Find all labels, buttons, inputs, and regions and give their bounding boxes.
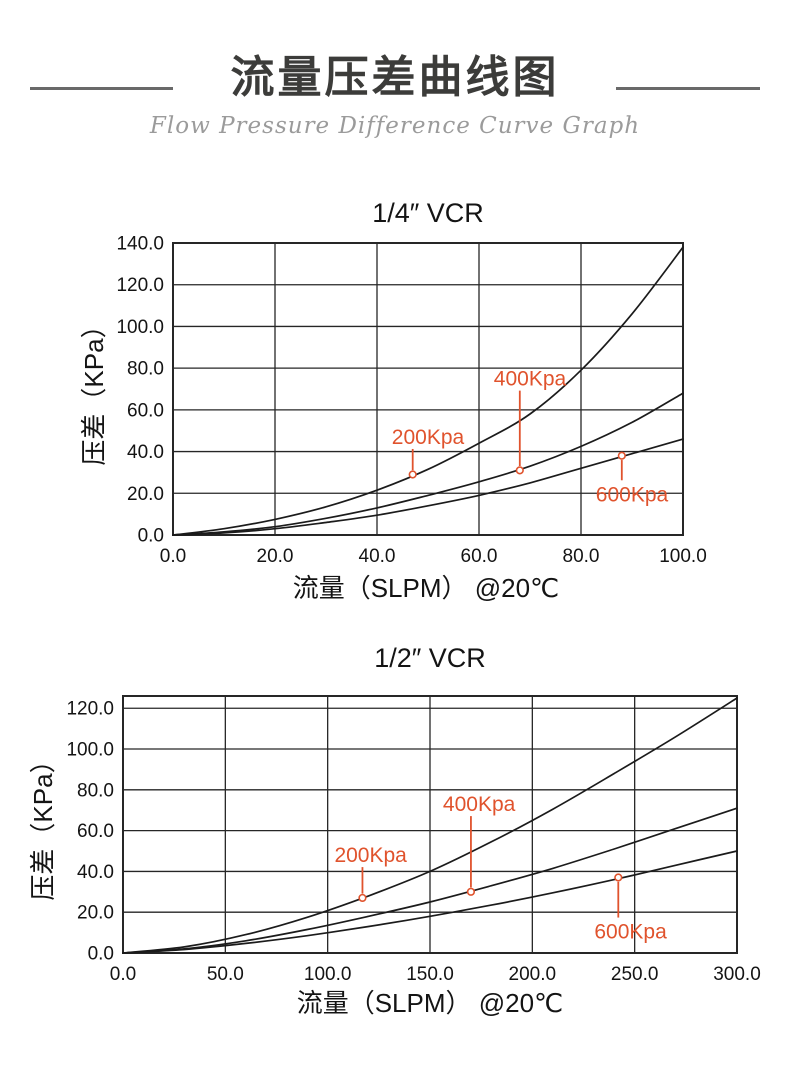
x-tick-label: 0.0 [110,964,136,985]
y-tick-label: 120.0 [116,275,164,296]
y-tick-label: 120.0 [66,699,114,720]
y-tick-label: 60.0 [77,821,114,842]
gridlines [123,696,737,953]
annotation-marker [358,893,367,903]
y-tick-label: 40.0 [127,442,164,463]
x-axis-label: 流量（SLPM） @20℃ [297,988,564,1018]
x-tick-label: 300.0 [713,964,761,985]
x-tick-label: 40.0 [359,546,396,567]
page-title: 流量压差曲线图 [230,53,560,102]
title-rule-left [30,87,173,90]
curve-400Kpa [122,807,738,954]
y-tick-label: 0.0 [138,526,164,547]
chart-title: 1/2″ VCR [374,643,486,673]
y-axis-label: 压差（KPa） [79,312,109,465]
y-tick-label: 20.0 [77,903,114,924]
chart-half-vcr: 0.0 20.0 40.0 60.0 80.0 100.0 120.0 0.0 50.0 100.… [28,643,761,1018]
y-tick-label: 40.0 [77,862,114,883]
annotation-label: 600Kpa [596,483,669,506]
x-tick-label: 100.0 [304,964,352,985]
annotation-marker [515,466,524,475]
x-tick-label: 80.0 [563,546,600,567]
y-tick-label: 140.0 [116,234,164,255]
x-tick-label: 250.0 [611,964,659,985]
y-axis-label: 压差（KPa） [28,747,58,900]
title-rule-right [616,87,760,90]
x-tick-label: 150.0 [406,964,454,985]
curve-600Kpa [172,438,684,536]
plot-border [122,695,738,954]
curve-400Kpa [172,392,684,536]
y-tick-label: 100.0 [116,317,164,338]
y-tick-label: 0.0 [88,944,114,965]
x-tick-label: 200.0 [509,964,557,985]
curve-200Kpa [172,246,684,536]
y-tick-label: 80.0 [77,780,114,801]
x-tick-label: 20.0 [257,546,294,567]
x-tick-label: 50.0 [207,964,244,985]
annotation-label: 400Kpa [443,793,516,816]
chart-title: 1/4″ VCR [372,198,484,228]
annotation-600Kpa: 600Kpa [594,873,667,944]
y-tick-label: 60.0 [127,400,164,421]
x-tick-label: 100.0 [659,546,707,567]
x-tick-label: 60.0 [461,546,498,567]
page-subtitle: Flow Pressure Difference Curve Graph [149,113,641,139]
y-tick-label: 80.0 [127,359,164,380]
annotation-marker [614,873,623,882]
annotation-600Kpa: 600Kpa [596,451,669,506]
chart-quarter-vcr: 0.0 20.0 40.0 60.0 80.0 100.0 120.0 140.0 0.0 20.… [79,198,707,603]
curve-600Kpa [122,850,738,954]
y-tick-label: 100.0 [66,740,114,761]
annotation-label: 400Kpa [494,368,567,391]
gridlines [173,243,683,535]
annotation-400Kpa: 400Kpa [443,793,516,896]
annotation-marker [408,470,417,479]
annotation-200Kpa: 200Kpa [334,844,407,903]
annotation-marker [466,887,476,896]
annotation-400Kpa: 400Kpa [494,368,567,475]
annotation-marker [617,451,626,460]
x-axis-label: 流量（SLPM） @20℃ [293,573,560,603]
annotation-label: 200Kpa [334,844,407,867]
annotation-label: 600Kpa [594,921,667,944]
x-tick-label: 0.0 [160,546,186,567]
y-tick-label: 20.0 [127,484,164,505]
annotation-label: 200Kpa [392,426,465,449]
plot-border [172,242,684,536]
curve-200Kpa [122,697,738,954]
annotation-200Kpa: 200Kpa [392,426,465,479]
